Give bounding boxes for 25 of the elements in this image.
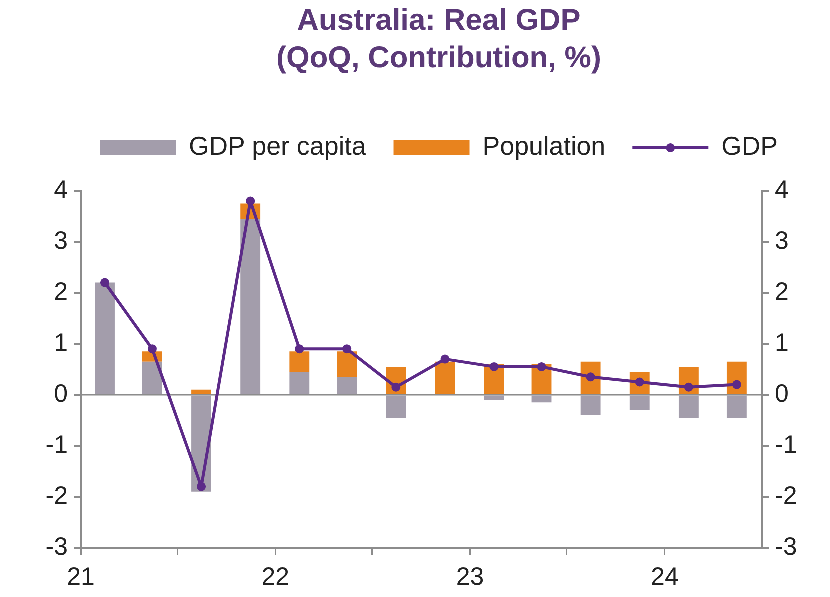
y-tick-label: -2	[46, 482, 68, 510]
y2-tick-label: 0	[775, 380, 789, 408]
y2-tick-label: 3	[775, 226, 789, 255]
y-tick-label: 3	[54, 226, 68, 255]
y-tick-label: 2	[54, 278, 68, 306]
chart-title: Australia: Real GDP	[297, 4, 581, 37]
x-tick-label: 22	[262, 562, 290, 591]
chart-subtitle: (QoQ, Contribution, %)	[276, 41, 602, 74]
y2-tick-label: -3	[775, 532, 798, 561]
legend-label: Population	[482, 131, 606, 162]
y-tick-label: 4	[54, 176, 68, 204]
x-tick-label: 21	[67, 562, 95, 591]
y2-tick-label: 2	[775, 278, 789, 306]
y2-tick-label: -1	[775, 430, 798, 459]
x-tick-label: 24	[651, 562, 679, 591]
y2-tick-label: 4	[775, 176, 789, 204]
x-tick-label: 23	[456, 562, 484, 591]
y2-tick-label: 1	[775, 328, 789, 357]
y-tick-label: -3	[46, 532, 68, 561]
y-tick-label: 0	[54, 380, 68, 408]
y2-tick-label: -2	[775, 482, 798, 510]
y-tick-label: -1	[46, 430, 68, 459]
legend-label: GDP	[722, 131, 778, 162]
legend-label: GDP per capita	[189, 131, 367, 162]
y-tick-label: 1	[54, 328, 68, 357]
